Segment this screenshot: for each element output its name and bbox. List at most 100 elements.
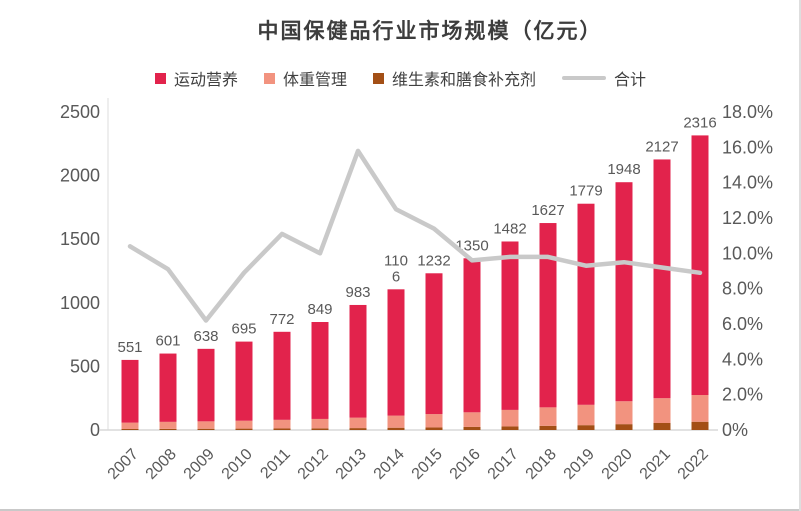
right-axis-tick-label: 8.0%	[722, 279, 763, 299]
x-axis-year-label: 2011	[257, 446, 293, 482]
bar-segment-middle	[235, 420, 253, 429]
right-axis-tick-label: 4.0%	[722, 349, 763, 369]
x-axis-year-label: 2012	[295, 446, 332, 483]
x-axis-year-label: 2021	[637, 446, 674, 483]
bar-segment-top	[387, 289, 405, 416]
x-axis-year-label: 2022	[675, 446, 712, 483]
bar-segment-top	[463, 258, 481, 413]
bar-total-label: 1482	[493, 220, 526, 237]
bar-segment-middle	[577, 404, 595, 426]
bar-segment-middle	[463, 412, 481, 427]
bar-segment-top	[653, 159, 671, 399]
bar-segment-bottom	[121, 428, 139, 430]
right-axis-tick-label: 10.0%	[722, 243, 773, 263]
bar-total-label: 849	[307, 301, 332, 318]
right-axis-tick-label: 14.0%	[722, 173, 773, 193]
bar-total-label: 2127	[645, 138, 678, 155]
bar-segment-top	[539, 223, 557, 408]
bar-segment-bottom	[691, 421, 709, 430]
bar-segment-top	[501, 241, 519, 410]
bar-segment-top	[121, 359, 139, 423]
left-axis-tick-label: 500	[70, 356, 100, 376]
bar-segment-top	[197, 348, 215, 422]
bar-segment-top	[349, 304, 367, 418]
left-axis-tick-label: 2500	[60, 102, 100, 122]
legend-label: 运动营养	[173, 72, 238, 89]
legend-item-total-line: 合计	[562, 66, 646, 90]
bar-segment-top	[577, 203, 595, 405]
bar-segment-middle	[387, 415, 405, 428]
bar-total-label: 772	[269, 311, 294, 328]
x-axis-year-label: 2008	[143, 446, 180, 483]
bar-segment-top	[235, 341, 253, 421]
bar-segment-top	[159, 353, 177, 422]
bar-segment-bottom	[615, 424, 633, 430]
bar-segment-bottom	[387, 427, 405, 430]
bar-segment-bottom	[159, 428, 177, 430]
right-axis-tick-label: 16.0%	[722, 137, 773, 157]
bar-segment-top	[311, 322, 329, 419]
total-growth-line	[127, 148, 703, 323]
bar-segment-bottom	[653, 423, 671, 430]
bar-segment-bottom	[539, 425, 557, 430]
left-axis-tick-label: 0	[90, 420, 100, 440]
bar-segment-bottom	[463, 426, 481, 430]
left-axis-tick-label: 2000	[60, 166, 100, 186]
bar-segment-top	[425, 273, 443, 415]
legend-item-sports-nutrition: 运动营养	[154, 66, 238, 90]
legend-label: 体重管理	[282, 72, 347, 89]
bar-segment-top	[615, 182, 633, 402]
bar-segment-bottom	[311, 428, 329, 430]
x-axis-year-label: 2017	[485, 446, 522, 483]
x-axis-year-label: 2013	[333, 446, 370, 483]
bar-segment-bottom	[235, 428, 253, 430]
bar-total-label: 983	[345, 284, 370, 301]
x-axis-year-label: 2020	[599, 446, 636, 483]
left-axis-tick-label: 1000	[60, 293, 100, 313]
bar-segment-middle	[311, 418, 329, 429]
left-axis-tick-label: 1500	[60, 229, 100, 249]
screenshot-bottom-edge	[0, 509, 801, 511]
legend-item-weight-management: 体重管理	[263, 66, 347, 90]
x-axis-year-label: 2014	[371, 446, 408, 483]
legend-item-vitamins-supplements: 维生素和膳食补充剂	[373, 66, 536, 90]
right-axis-tick-label: 6.0%	[722, 314, 763, 334]
right-axis-tick-label: 0%	[722, 420, 748, 440]
bar-segment-bottom	[501, 426, 519, 430]
bar-total-label: 1232	[417, 252, 450, 269]
x-axis-year-label: 2018	[523, 446, 560, 483]
bar-segment-top	[273, 331, 291, 420]
screenshot-right-edge	[799, 0, 801, 511]
bar-segment-middle	[273, 419, 291, 429]
bar-segment-middle	[653, 398, 671, 424]
chart-legend: 运动营养 体重管理 维生素和膳食补充剂 合计	[0, 66, 801, 90]
legend-label: 合计	[614, 72, 647, 89]
x-axis-year-label: 2007	[105, 446, 142, 483]
bar-total-label: 1948	[607, 161, 640, 178]
bar-total-label: 1627	[531, 202, 564, 219]
x-axis-year-label: 2015	[409, 446, 446, 483]
bar-segment-middle	[159, 421, 177, 429]
bar-segment-middle	[539, 407, 557, 426]
bar-segment-middle	[501, 409, 519, 427]
legend-swatch-vitamins-supplements-icon	[373, 72, 384, 84]
x-axis-year-label: 2016	[447, 446, 484, 483]
bar-segment-middle	[121, 422, 139, 429]
legend-swatch-weight-management-icon	[263, 72, 275, 84]
legend-label: 维生素和膳食补充剂	[392, 72, 537, 89]
bar-segment-middle	[615, 401, 633, 425]
bar-total-label: 2316	[683, 114, 716, 131]
bar-segment-middle	[349, 417, 367, 429]
bar-segment-bottom	[425, 427, 443, 430]
bar-segment-middle	[425, 414, 443, 428]
x-axis-year-label: 2009	[181, 446, 218, 483]
bar-total-label: 551	[117, 339, 142, 356]
bar-total-label: 1350	[455, 237, 488, 254]
x-axis-year-label: 2019	[561, 446, 598, 483]
bar-segment-bottom	[577, 425, 595, 430]
right-axis-tick-label: 18.0%	[722, 102, 773, 122]
bar-segment-bottom	[197, 428, 215, 430]
right-axis-tick-label: 12.0%	[722, 208, 773, 228]
